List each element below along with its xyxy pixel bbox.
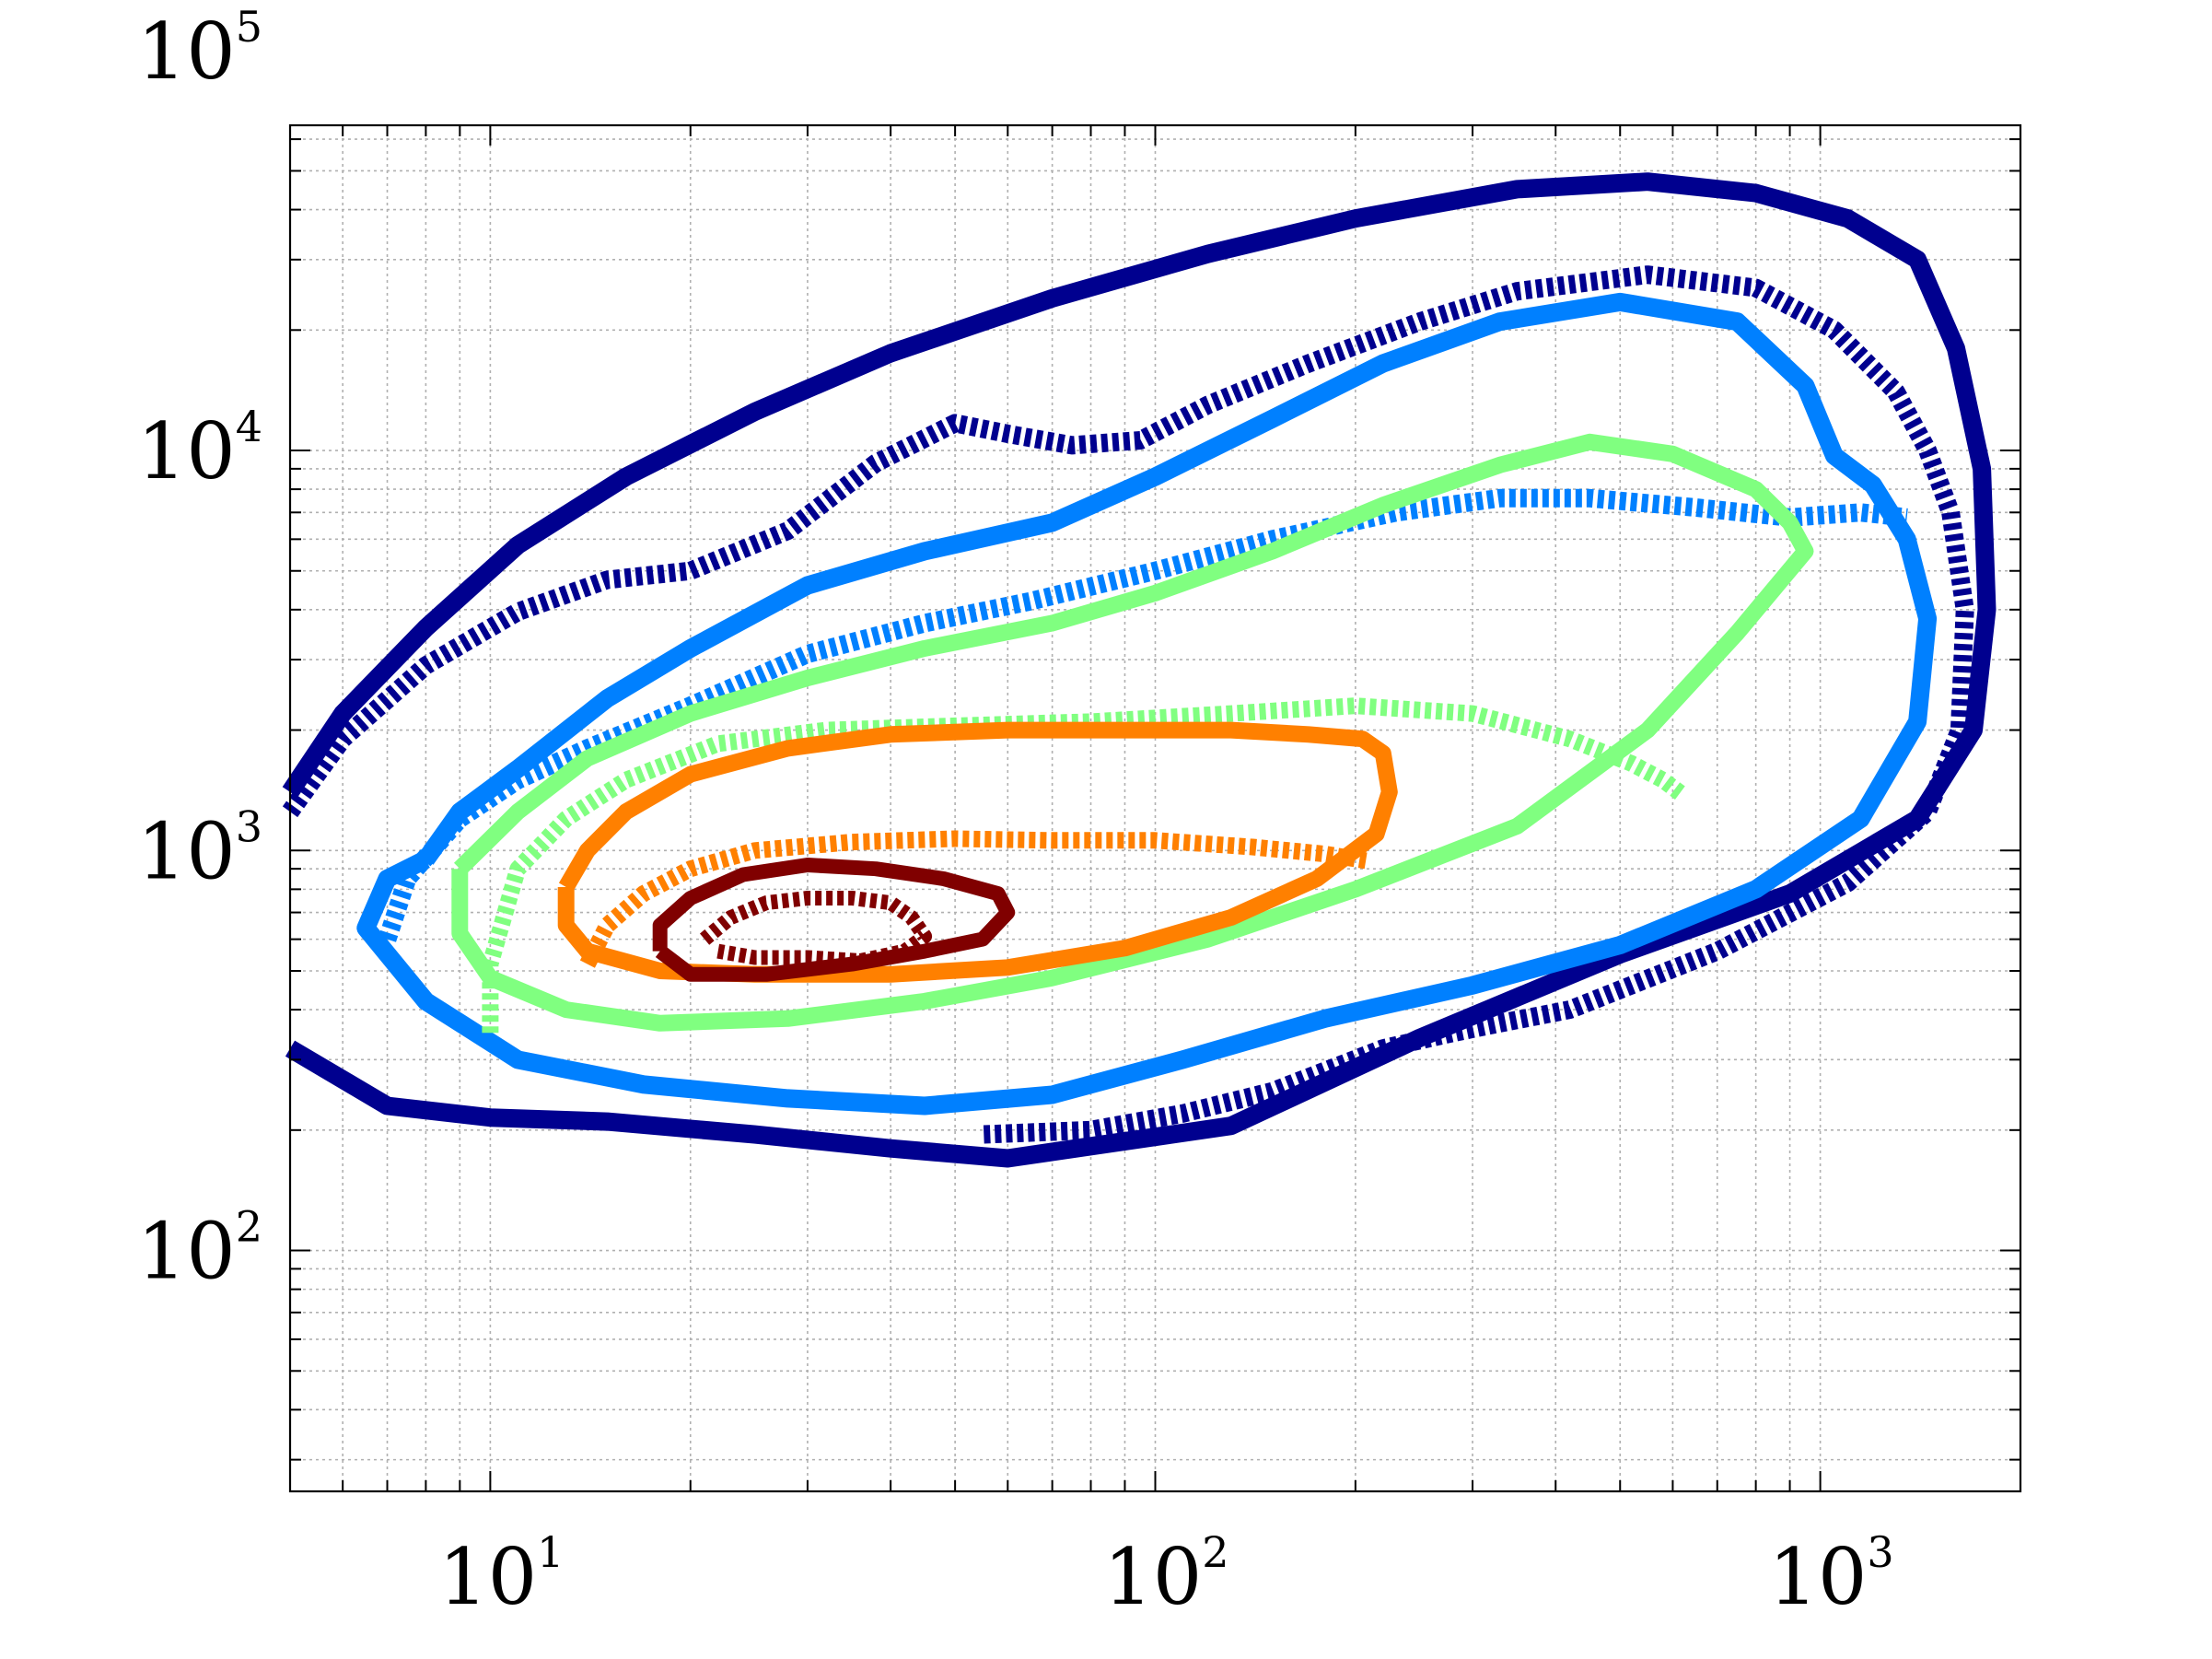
x-tick-label: 101 bbox=[438, 1527, 564, 1622]
axes-frame bbox=[288, 123, 2022, 1493]
contour-line-2-dotted bbox=[282, 265, 1974, 1144]
y-tick-label: 102 bbox=[137, 1202, 262, 1297]
axis-ticks bbox=[289, 125, 2021, 1491]
x-tick-labels: 101 102 103 bbox=[438, 1527, 1893, 1622]
x-tick-label: 103 bbox=[1769, 1527, 1894, 1622]
contour-line-4-dotted bbox=[378, 488, 1908, 942]
y-tick-label: 104 bbox=[137, 402, 262, 497]
contour-line-3-solid bbox=[356, 292, 1938, 1116]
contour-line-5-solid bbox=[451, 433, 1814, 1032]
contour-line-9-solid bbox=[652, 858, 1016, 982]
contour-lines bbox=[282, 172, 1997, 1168]
y-tick-label: 105 bbox=[137, 2, 262, 97]
contour-line-1-solid bbox=[282, 172, 1997, 1168]
y-tick-labels: 102 103 104 105 bbox=[137, 2, 262, 1297]
x-tick-label: 102 bbox=[1103, 1527, 1228, 1622]
contour-line-10-dotted bbox=[699, 891, 933, 968]
y-tick-label: 103 bbox=[137, 801, 262, 896]
contour-line-8-dotted bbox=[579, 830, 1371, 968]
